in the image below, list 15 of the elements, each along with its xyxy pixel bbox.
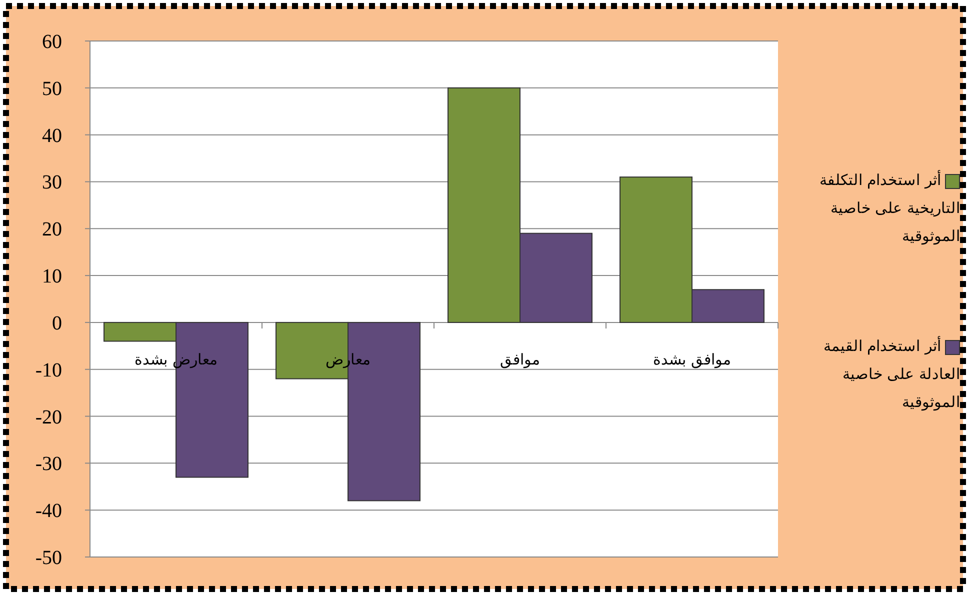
- y-tick-label: 0: [52, 312, 62, 334]
- y-tick-label: -50: [35, 547, 62, 569]
- x-tick-label: معارض: [326, 350, 370, 368]
- x-tick-label: موافق: [500, 350, 540, 368]
- y-tick-label: -10: [35, 359, 62, 382]
- y-tick-label: -20: [35, 406, 62, 428]
- y-tick-label: 10: [42, 266, 62, 288]
- y-tick-label: -30: [35, 453, 62, 476]
- y-tick-label: -40: [35, 500, 62, 522]
- x-tick-label: موافق بشدة: [653, 350, 731, 368]
- y-tick-label: 20: [42, 218, 62, 241]
- y-tick-label: 60: [42, 31, 62, 53]
- y-tick-label: 30: [42, 172, 62, 194]
- y-tick-label: 50: [42, 78, 62, 100]
- y-tick-label: 40: [42, 124, 62, 147]
